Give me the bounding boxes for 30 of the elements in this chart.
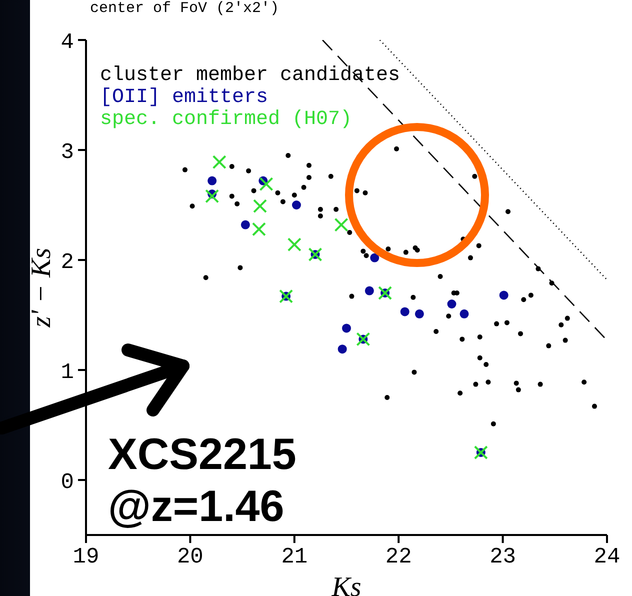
x-tick-label: 19 [72, 544, 100, 570]
point [292, 200, 301, 210]
y-tick-label: 1 [60, 360, 74, 385]
point [342, 324, 351, 333]
point [447, 300, 456, 308]
text: [OII] emitters [100, 86, 270, 109]
point [240, 220, 250, 230]
y-axis-title: z' − Ks [26, 248, 57, 328]
x-tick-label: 24 [594, 544, 620, 570]
x-tick-label: 23 [490, 544, 516, 570]
point [499, 290, 508, 300]
point [338, 344, 347, 354]
x-tick-label: 22 [385, 544, 412, 570]
y-tick-label: 2 [60, 250, 74, 275]
point [364, 286, 374, 296]
x-axis-title: Ks [330, 572, 362, 596]
point [414, 309, 424, 318]
y-tick-label: 0 [60, 470, 74, 495]
point [400, 307, 410, 316]
point [370, 253, 380, 262]
x-tick-label: 20 [176, 544, 204, 570]
y-tick-label: 4 [60, 30, 74, 55]
series-label: spec. confirmed (H07) [100, 108, 354, 131]
point [460, 309, 469, 318]
chart-title: center of FoV (2'x2') [90, 0, 280, 17]
annotation: XCS2215 [108, 430, 296, 479]
x-tick-label: 21 [281, 544, 308, 570]
annotation: @z=1.46 [108, 482, 284, 531]
point [208, 176, 217, 186]
y-tick-label: 3 [60, 140, 74, 165]
